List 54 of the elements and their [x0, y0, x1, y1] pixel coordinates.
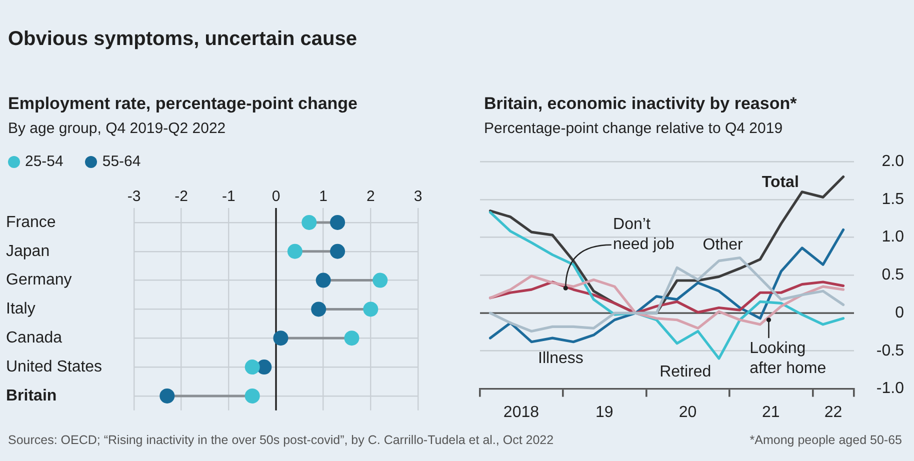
y-tick-label: 0.5: [882, 266, 904, 284]
point: [302, 214, 317, 230]
y-tick-label: United States: [6, 358, 102, 376]
series-label: Illness: [538, 350, 584, 367]
chart-title: Employment rate, percentage-point change: [8, 94, 358, 114]
legend-label: 55-64: [101, 153, 141, 170]
x-tick-label: -1: [222, 188, 236, 206]
y-tick-label: 0: [895, 304, 904, 322]
x-tick-label: 0: [272, 188, 280, 206]
y-tick-label: France: [6, 214, 56, 231]
point: [330, 214, 346, 230]
y-tick-label: Britain: [6, 387, 57, 404]
point: [244, 388, 260, 404]
x-tick-label: 1: [319, 188, 328, 206]
series-label: Looking after home: [750, 340, 826, 378]
point: [160, 388, 175, 404]
chart-subtitle: Percentage-point change relative to Q4 2019: [484, 120, 783, 137]
point: [363, 302, 378, 317]
y-tick-label: 1.5: [882, 190, 904, 208]
point: [316, 272, 331, 288]
y-tick-label: Germany: [6, 272, 72, 289]
x-tick-label: 19: [595, 404, 614, 421]
point: [330, 244, 346, 259]
point: [244, 360, 260, 375]
y-tick-label: 2.0: [882, 153, 904, 170]
y-tick-label: Italy: [6, 300, 36, 318]
x-tick-label: 2018: [503, 404, 540, 421]
series-label: Retired: [660, 364, 712, 381]
x-tick-label: -3: [127, 188, 141, 206]
series-label: Total: [762, 174, 799, 192]
chart-title: Britain, economic inactivity by reason*: [484, 94, 797, 114]
text: Obvious symptoms, uncertain cause: [8, 28, 357, 51]
text: *Among people aged 50-65: [750, 433, 902, 447]
chart-subtitle: By age group, Q4 2019-Q2 2022: [8, 120, 226, 137]
series-label: Other: [702, 236, 744, 254]
x-tick-label: 3: [414, 188, 422, 206]
x-tick-label: 21: [762, 404, 780, 421]
point: [273, 330, 288, 346]
point: [287, 244, 302, 259]
y-tick-label: Canada: [6, 330, 62, 347]
source-note: Sources: OECD; “Rising inactivity in the over 50s post-covid”, by C. Carrillo-Tudela et al., Oct 2022: [8, 433, 554, 447]
text: Don’t need job: [613, 216, 675, 253]
legend-label: 25-54: [24, 153, 64, 170]
y-tick-label: Japan: [6, 242, 50, 260]
y-tick-label: -0.5: [876, 342, 904, 360]
y-tick-label: 1.0: [882, 228, 904, 246]
y-tick-label: -1.0: [876, 380, 904, 398]
x-tick-label: 20: [678, 404, 697, 421]
x-tick-label: 22: [824, 404, 842, 421]
point: [372, 272, 388, 288]
x-tick-label: -2: [174, 188, 188, 206]
point: [344, 330, 360, 346]
point: [311, 302, 326, 317]
x-tick-label: 2: [366, 188, 375, 206]
